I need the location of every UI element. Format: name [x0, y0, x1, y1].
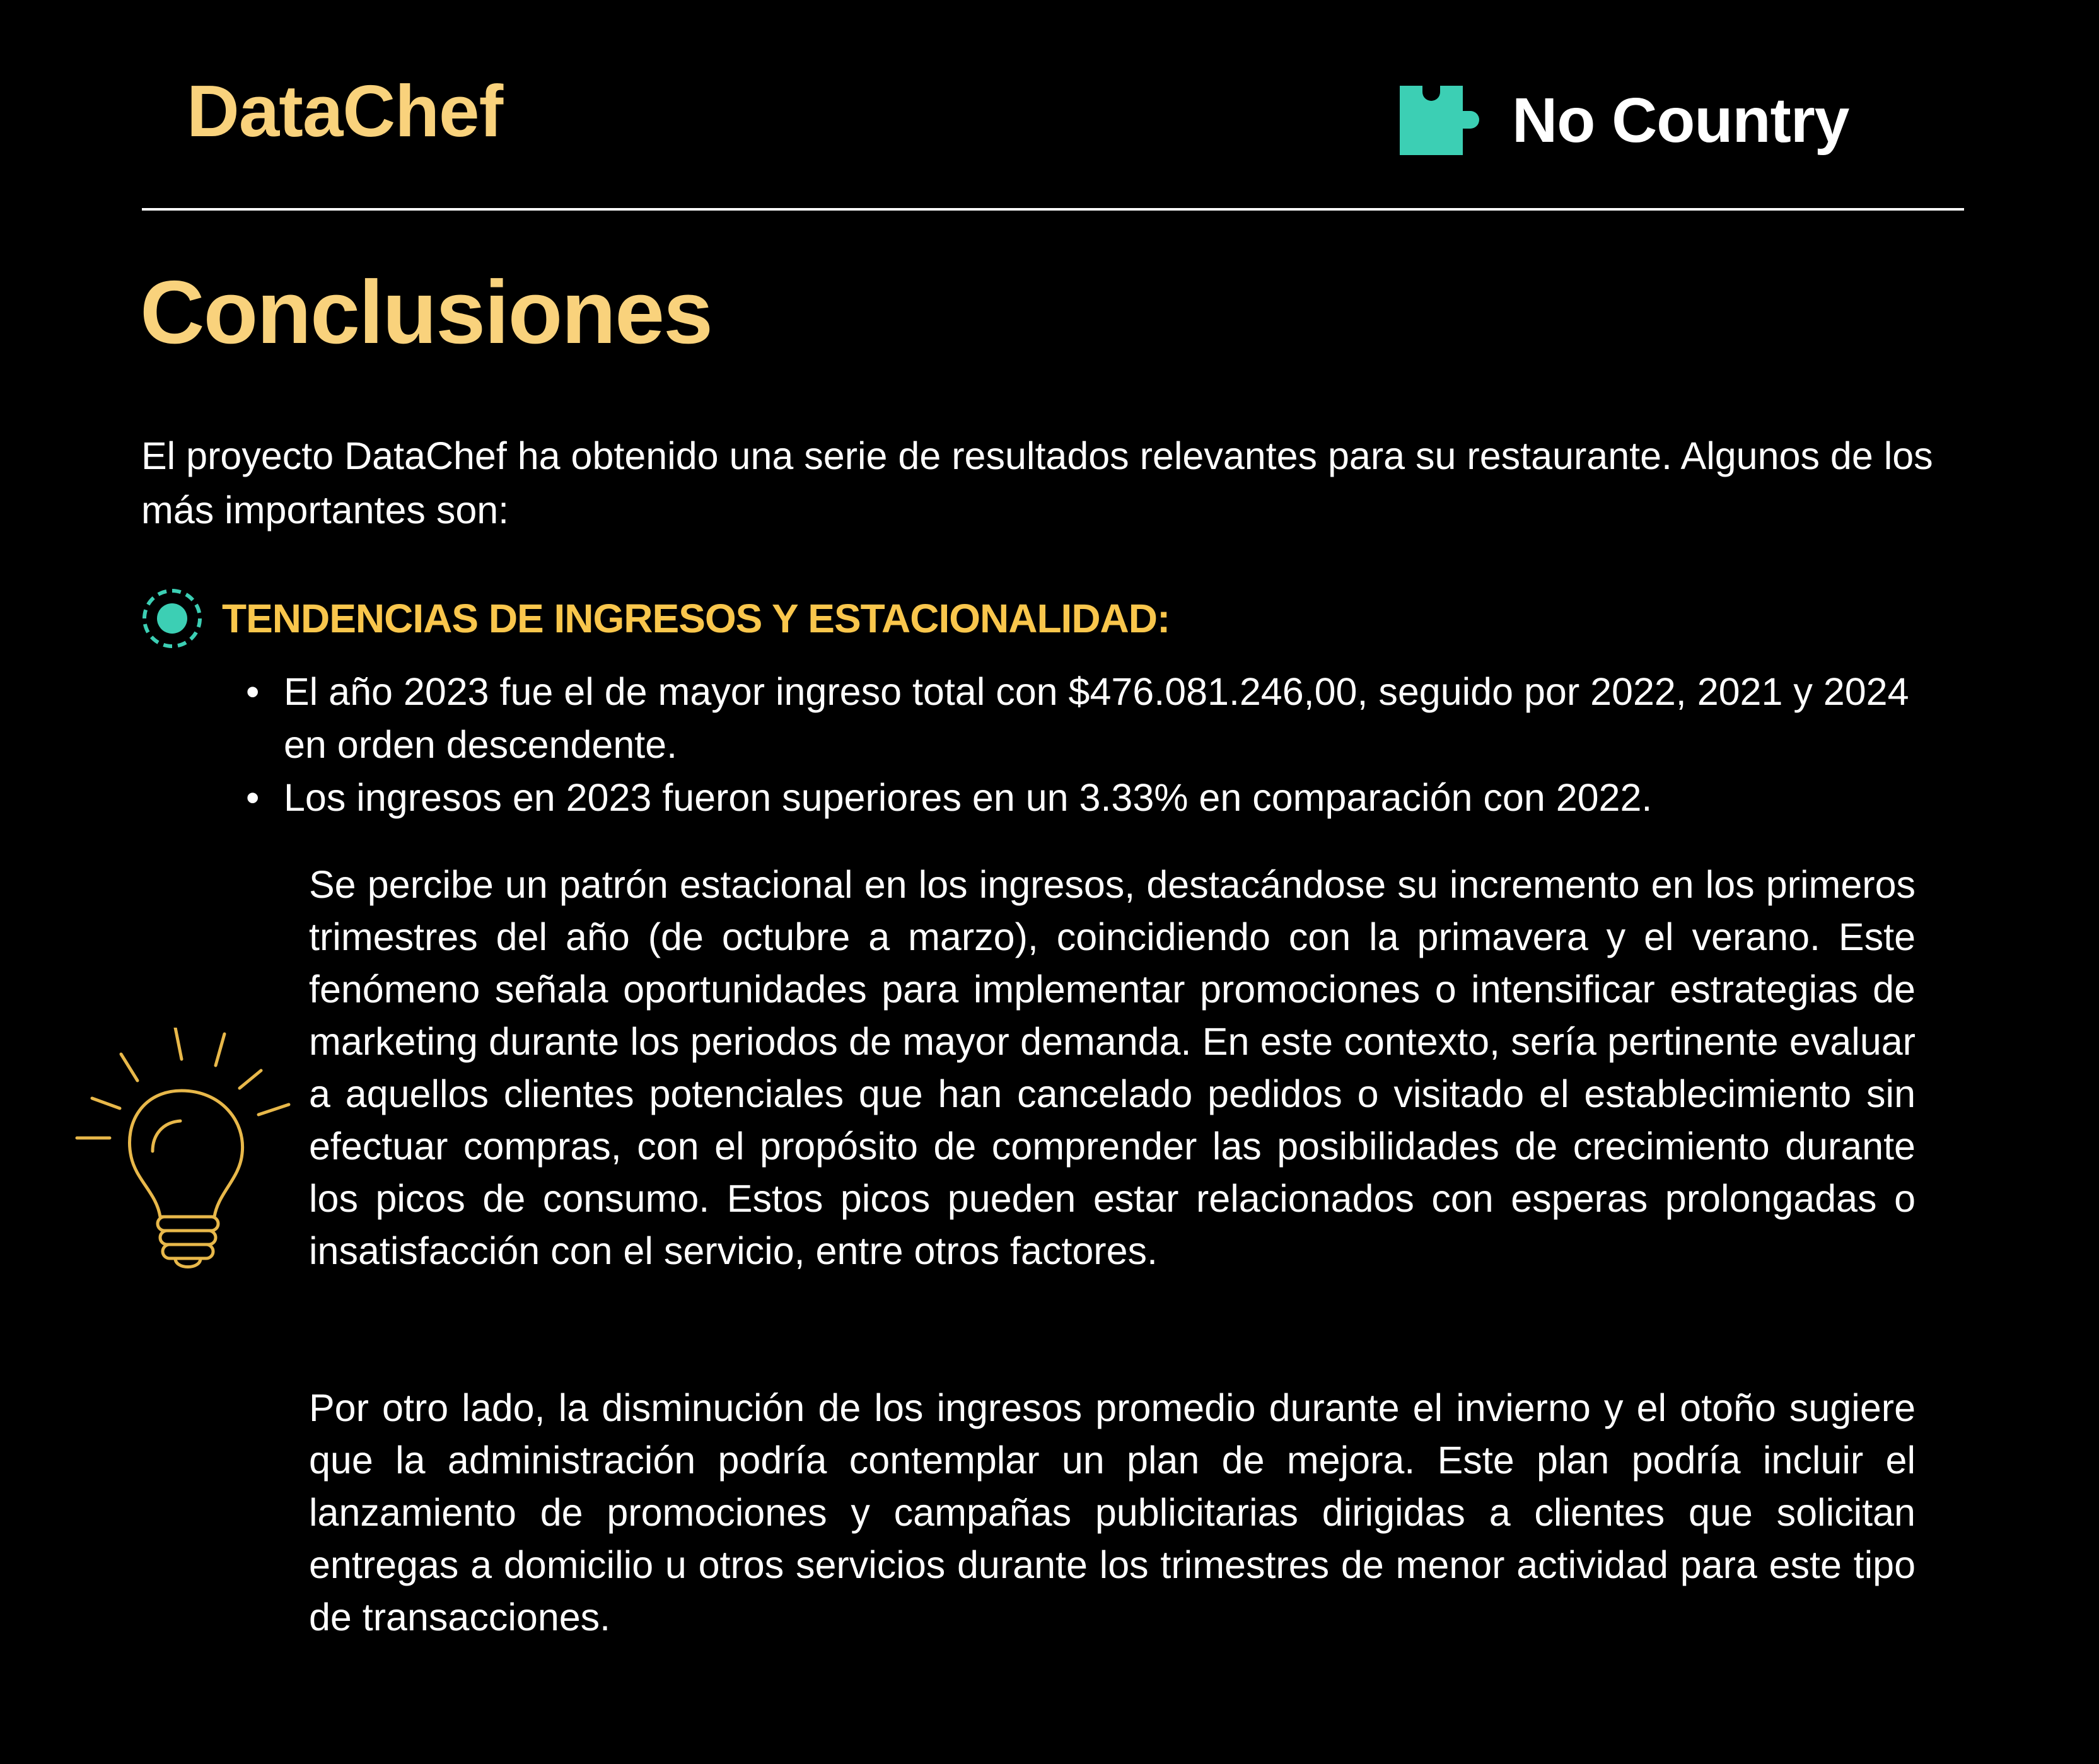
page-title: Conclusiones [140, 262, 713, 363]
bullet-text: Los ingresos en 2023 fueron superiores e… [284, 776, 1653, 819]
list-item: • El año 2023 fue el de mayor ingreso to… [246, 665, 1923, 771]
brand-title: DataChef [187, 70, 503, 152]
lightbulb-icon [75, 1028, 291, 1268]
bullet-marker: • [246, 776, 260, 819]
bullet-list: • El año 2023 fue el de mayor ingreso to… [246, 665, 1923, 824]
header-divider [142, 208, 1964, 211]
bullet-marker: • [246, 670, 260, 713]
puzzle-piece-icon [1400, 86, 1479, 155]
partner-name: No Country [1512, 85, 1849, 156]
section-title: TENDENCIAS DE INGRESOS Y ESTACIONALIDAD: [222, 596, 1170, 641]
bullet-text: El año 2023 fue el de mayor ingreso tota… [284, 670, 1909, 766]
target-icon [142, 589, 202, 648]
body-paragraph: Se percibe un patrón estacional en los i… [309, 863, 1916, 1272]
partner-logo: No Country [1400, 86, 1849, 155]
body-paragraph: Por otro lado, la disminución de los ing… [309, 1386, 1916, 1639]
section-heading: TENDENCIAS DE INGRESOS Y ESTACIONALIDAD: [141, 588, 1170, 649]
list-item: • Los ingresos en 2023 fueron superiores… [246, 771, 1923, 824]
intro-text: El proyecto DataChef ha obtenido una ser… [141, 434, 1933, 531]
